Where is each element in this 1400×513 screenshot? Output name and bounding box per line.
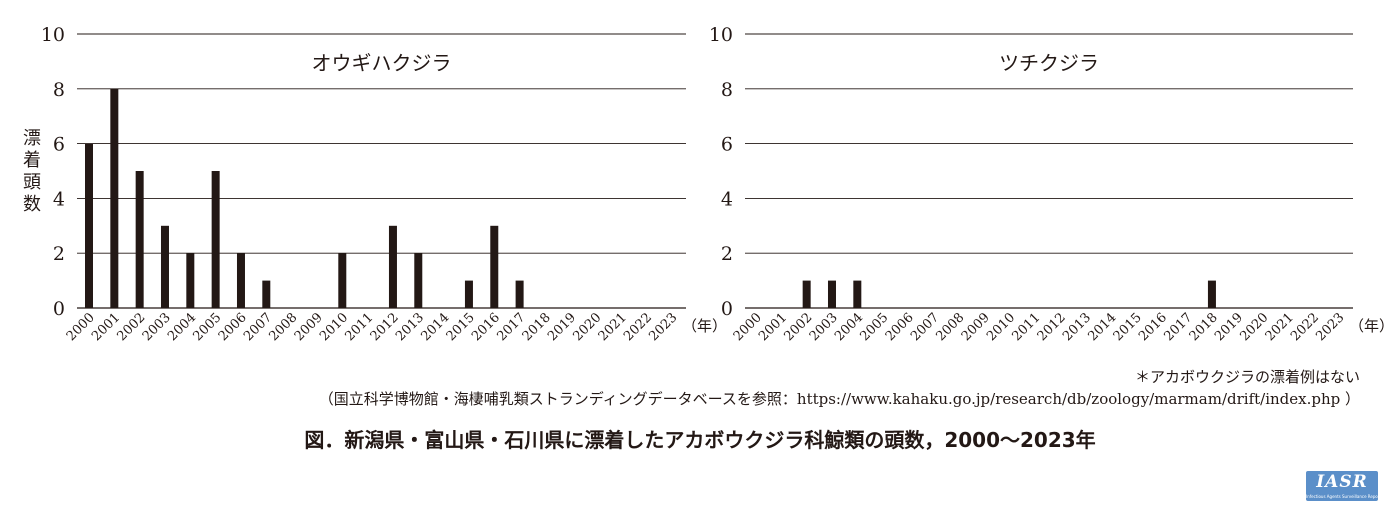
x-tick-label: 2015 [444,310,478,344]
bar-2007 [262,280,271,308]
x-tick-label: 2020 [1237,310,1271,344]
x-tick-label: 2018 [1187,310,1221,344]
x-tick-label: 2000 [64,310,98,344]
x-tick-label: 2002 [781,310,815,344]
y-tick-label: 2 [53,243,65,265]
x-tick-label: 2021 [1263,310,1297,344]
logo-subtitle: Infectious Agents Surveillance Report [1306,494,1378,499]
x-tick-label: 2001 [756,310,790,344]
x-tick-label: 2003 [140,310,174,344]
x-tick-label: 2009 [292,310,326,344]
x-tick-label: 2010 [984,310,1018,344]
x-tick-label: 2012 [1035,310,1069,344]
x-tick-label: 2008 [266,310,300,344]
x-tick-label: 2008 [933,310,967,344]
x-tick-label: 2021 [596,310,630,344]
x-tick-label: 2010 [317,310,351,344]
x-tick-label: 2023 [646,310,680,344]
x-tick-label: 2011 [1009,310,1043,344]
charts-canvas: 0246810オウギハクジラ漂着頭数2000200120022003200420… [23,24,1394,344]
x-tick-label: 2022 [621,310,655,344]
bar-2006 [236,253,245,308]
x-tick-label: 2011 [342,310,376,344]
y-axis-label-char: 頭 [23,172,41,193]
x-tick-label: 2013 [393,310,427,344]
x-tick-label: 2007 [241,310,275,344]
y-tick-label: 2 [721,243,733,265]
x-tick-label: 2019 [1212,310,1246,344]
bar-2002 [135,171,144,308]
bar-2004 [853,280,862,308]
y-axis-label-char: 着 [23,150,41,171]
logo-text: IASR [1316,472,1368,492]
bar-2001 [110,88,119,308]
bar-2018 [1207,280,1216,308]
y-tick-label: 8 [721,79,733,101]
bar-2003 [827,280,836,308]
x-tick-label: 2014 [418,310,452,344]
y-tick-label: 0 [721,298,733,320]
x-tick-label: 2006 [883,310,917,344]
x-tick-label: 2023 [1313,310,1347,344]
x-tick-label: 2020 [570,310,604,344]
chart-bairds-beaked-whale: 0 2 4 6 8 10 ツチクジラ 2000200120022003200420052006… [709,24,1394,344]
x-tick-label: 2016 [1136,310,1170,344]
bar-2005 [211,171,220,308]
x-axis-label: （年） [682,317,727,335]
chart-beaked-whale: 0246810オウギハクジラ漂着頭数2000200120022003200420… [23,24,727,344]
x-tick-label: 2006 [216,310,250,344]
bar-2002 [802,280,811,308]
y-tick-label: 8 [53,79,65,101]
bar-2016 [490,225,499,308]
note-source: （国立科学博物館・海棲哺乳類ストランディングデータベースを参照：https://… [318,390,1360,408]
x-tick-label: 2005 [857,310,891,344]
x-tick-label: 2003 [807,310,841,344]
y-tick-label: 6 [53,134,65,156]
x-tick-label: 2017 [1161,310,1195,344]
chart-title: ツチクジラ [999,51,1099,75]
y-tick-label: 0 [53,298,65,320]
x-tick-label: 2005 [190,310,224,344]
x-tick-label: 2013 [1060,310,1094,344]
bar-2004 [186,253,195,308]
y-tick-label: 4 [53,188,65,210]
figure-title: 図．新潟県・富山県・石川県に漂着したアカボウクジラ科鯨類の頭数，2000〜202… [304,428,1096,452]
x-tick-label: 2012 [368,310,402,344]
note-no-cuvier-records: ＊アカボウクジラの漂着例はない [1134,368,1360,386]
x-tick-label: 2022 [1288,310,1322,344]
y-tick-label: 4 [721,188,733,210]
bar-2010 [338,253,347,308]
y-tick-label: 10 [709,24,733,46]
bar-2017 [515,280,524,308]
y-tick-label: 10 [41,24,65,46]
x-tick-label: 2019 [545,310,579,344]
bar-2013 [414,253,423,308]
x-tick-label: 2014 [1085,310,1119,344]
x-tick-label: 2002 [114,310,148,344]
y-axis-label-char: 数 [23,194,41,215]
x-tick-label: 2018 [520,310,554,344]
x-tick-label: 2009 [959,310,993,344]
x-tick-label: 2007 [908,310,942,344]
x-tick-label: 2016 [469,310,503,344]
bar-2015 [464,280,473,308]
chart-title: オウギハクジラ [312,51,452,75]
y-axis-label-char: 漂 [23,128,41,149]
x-axis-label: （年） [1349,317,1394,335]
y-tick-label: 6 [721,134,733,156]
x-tick-label: 2000 [731,310,765,344]
x-tick-label: 2017 [494,310,528,344]
x-tick-label: 2015 [1111,310,1145,344]
bar-2000 [85,143,93,308]
iasr-logo: IASR Infectious Agents Surveillance Repo… [1306,471,1378,501]
bar-2012 [388,225,397,308]
x-tick-label: 2001 [89,310,123,344]
x-tick-label: 2004 [165,310,199,344]
x-tick-label: 2004 [832,310,866,344]
bar-2003 [160,225,169,308]
